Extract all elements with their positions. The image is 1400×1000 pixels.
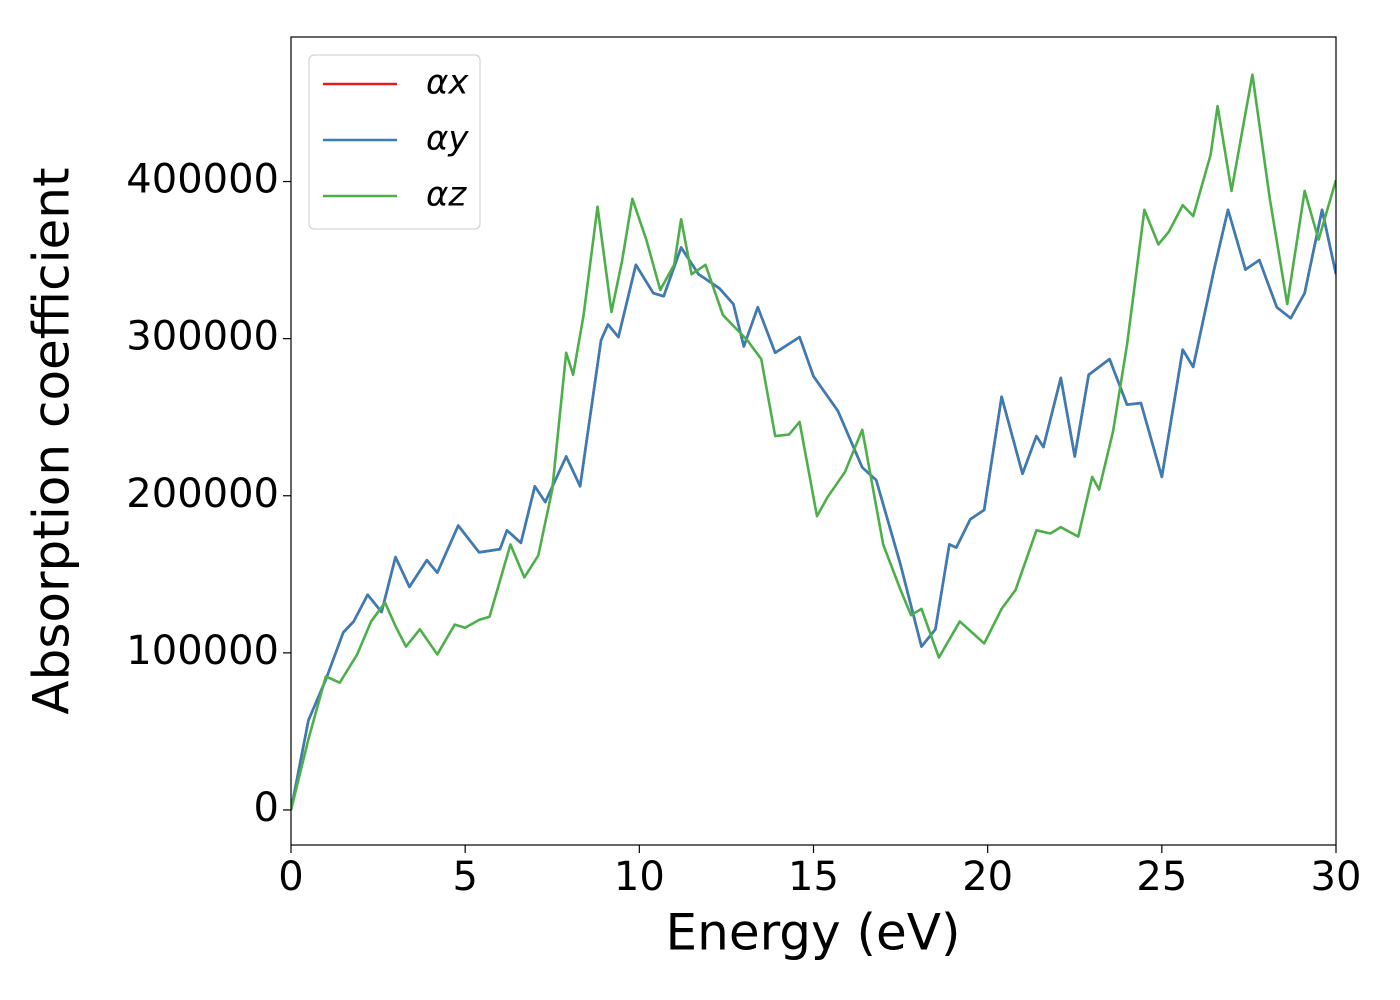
y-tick-label: 100000: [126, 628, 279, 674]
x-tick-label: 15: [788, 854, 839, 900]
y-tick-label: 300000: [126, 314, 279, 360]
x-tick-label: 10: [614, 854, 665, 900]
x-tick-label: 25: [1136, 854, 1187, 900]
x-tick-label: 30: [1311, 854, 1362, 900]
x-tick-label: 0: [278, 854, 303, 900]
legend-label: αz: [426, 175, 467, 215]
x-tick-label: 5: [452, 854, 477, 900]
series-line: [291, 208, 1336, 811]
y-tick-label: 200000: [126, 471, 279, 517]
legend-box: [308, 54, 481, 230]
legend-label: αx: [426, 63, 469, 103]
plot-lines: [291, 73, 1336, 811]
y-axis-label: Absorption coefficient: [23, 167, 81, 714]
y-tick-label: 0: [254, 785, 279, 831]
legend-label: αy: [426, 119, 469, 159]
x-tick-label: 20: [962, 854, 1013, 900]
y-tick-label: 400000: [126, 157, 279, 203]
series-line: [291, 73, 1336, 811]
x-axis-label: Energy (eV): [666, 904, 961, 962]
